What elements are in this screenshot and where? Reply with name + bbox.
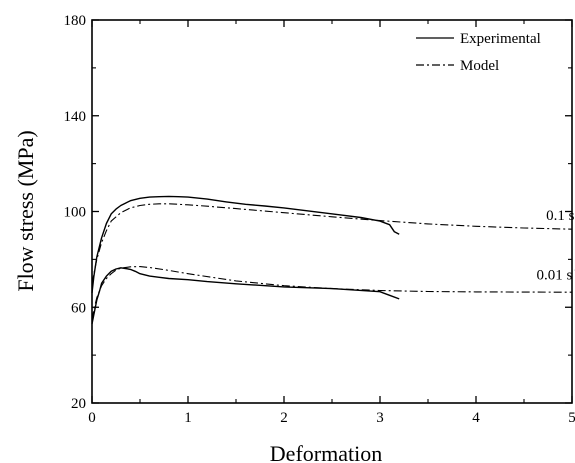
x-tick-label: 4 <box>472 410 480 426</box>
legend-label-experimental: Experimental <box>460 31 541 47</box>
y-tick-label: 140 <box>64 109 87 125</box>
strain-rate-annotations: 0.1 s-1 0.01 s-1 <box>536 205 575 284</box>
y-tick-label: 60 <box>71 300 86 316</box>
legend: Experimental Model <box>416 31 541 74</box>
x-tick-label: 0 <box>88 410 96 426</box>
x-tick-label: 3 <box>376 410 384 426</box>
plot-frame <box>91 19 573 404</box>
series-line-experimental-0p01 <box>91 267 400 325</box>
annotation-strain-rate-0p1: 0.1 s-1 <box>546 205 575 224</box>
y-tick-label: 180 <box>64 13 87 29</box>
x-tick-label: 5 <box>568 410 575 426</box>
x-tick-label: 1 <box>184 410 192 426</box>
axis-ticks: 0 1 2 3 4 5 20 60 100 140 180 <box>64 13 575 426</box>
legend-label-model: Model <box>460 58 499 74</box>
x-axis-title: Deformation <box>270 441 382 463</box>
x-tick-label: 2 <box>280 410 288 426</box>
y-axis-title: Flow stress (MPa) <box>13 130 38 291</box>
series-line-model-0p1 <box>91 203 573 284</box>
y-tick-label: 100 <box>64 205 87 221</box>
series-line-experimental-0p1 <box>91 195 400 293</box>
plot-area <box>91 195 573 325</box>
series-line-model-0p01 <box>91 266 573 320</box>
y-tick-label: 20 <box>71 396 86 412</box>
annotation-strain-rate-0p01: 0.01 s-1 <box>536 265 575 284</box>
